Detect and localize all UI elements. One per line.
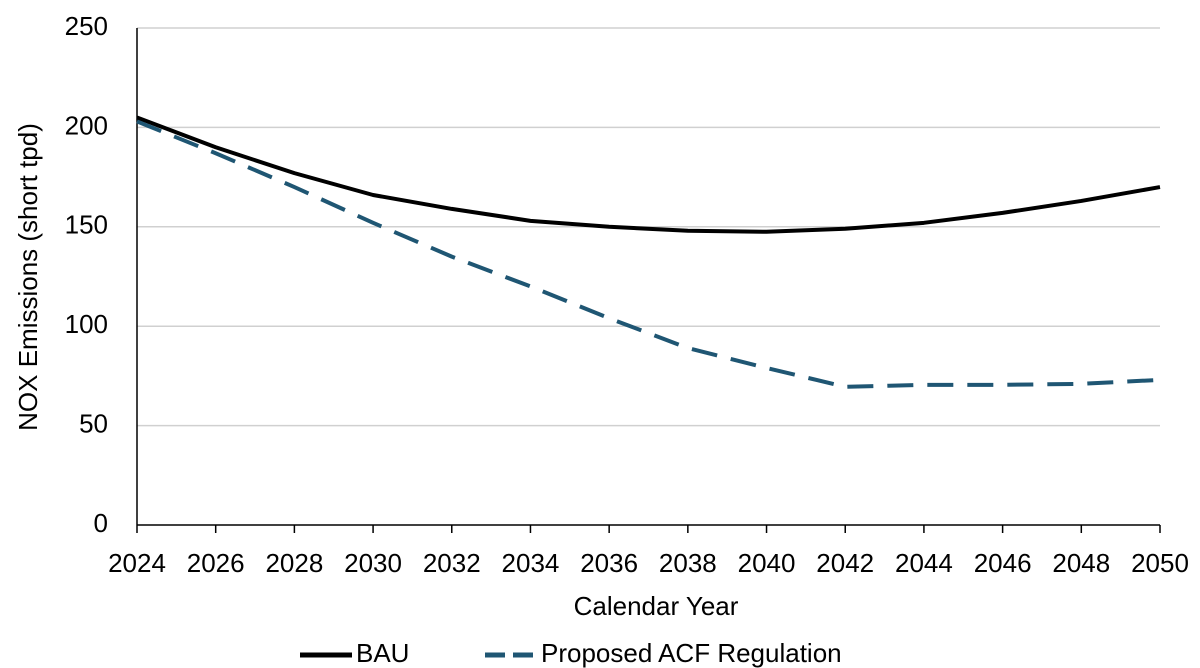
line-series	[136, 119, 1161, 389]
x-tick-label: 2028	[265, 548, 323, 578]
x-tick-label: 2034	[502, 548, 560, 578]
y-tick-label: 0	[94, 508, 108, 538]
x-axis-title: Calendar Year	[574, 591, 739, 621]
y-tick-label: 50	[79, 408, 108, 438]
x-tick-label: 2024	[108, 548, 166, 578]
line-series	[136, 115, 1161, 234]
x-tick-label: 2042	[816, 548, 874, 578]
x-tick-label: 2036	[580, 548, 638, 578]
x-tick-label: 2038	[659, 548, 717, 578]
y-tick-label: 150	[65, 210, 108, 240]
legend-label: Proposed ACF Regulation	[541, 638, 842, 668]
x-tick-label: 2050	[1131, 548, 1189, 578]
x-tick-label: 2046	[974, 548, 1032, 578]
y-tick-label: 200	[65, 110, 108, 140]
x-tick-label: 2026	[187, 548, 245, 578]
y-axis-title: NOX Emissions (short tpd)	[13, 123, 43, 431]
x-tick-label: 2030	[344, 548, 402, 578]
x-tick-label: 2044	[895, 548, 953, 578]
y-tick-label: 100	[65, 309, 108, 339]
x-tick-label: 2032	[423, 548, 481, 578]
x-tick-label: 2040	[738, 548, 796, 578]
y-tick-label: 250	[65, 11, 108, 41]
legend-label: BAU	[356, 638, 409, 668]
x-tick-label: 2048	[1052, 548, 1110, 578]
